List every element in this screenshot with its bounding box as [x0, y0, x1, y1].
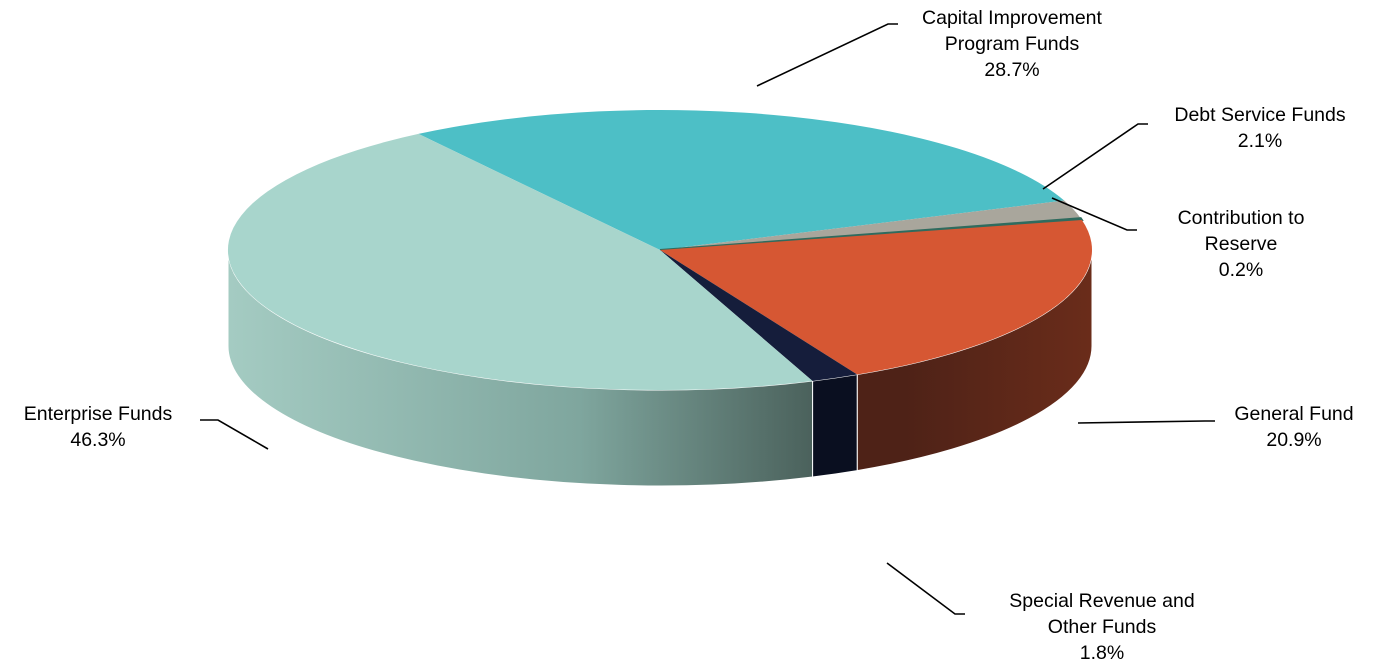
label-contribution-reserve-line1: Contribution to — [1177, 207, 1305, 229]
label-special-revenue-pct: 1.8% — [1079, 642, 1125, 664]
label-capital-improvement-line2: Program Funds — [944, 33, 1080, 55]
label-debt-service-pct: 2.1% — [1237, 130, 1283, 152]
label-contribution-reserve: Contribution to Reserve 0.2% — [1178, 205, 1305, 283]
label-capital-improvement-pct: 28.7% — [984, 59, 1040, 81]
pie-top-faces — [227, 109, 1092, 391]
label-contribution-reserve-line2: Reserve — [1204, 233, 1278, 255]
label-debt-service-line1: Debt Service Funds — [1174, 104, 1346, 126]
leader-line-contribution-reserve — [1051, 197, 1137, 231]
label-contribution-reserve-pct: 0.2% — [1218, 259, 1264, 281]
label-debt-service: Debt Service Funds 2.1% — [1174, 102, 1345, 154]
leader-line-special-revenue — [886, 562, 965, 615]
label-enterprise-funds: Enterprise Funds 46.3% — [24, 401, 173, 453]
label-capital-improvement-line1: Capital Improvement — [922, 7, 1102, 29]
label-special-revenue-line2: Other Funds — [1047, 616, 1157, 638]
slice-side-special-revenue — [812, 373, 858, 478]
slice-top-capital-improvement — [418, 109, 1065, 250]
slice-top-contribution-reserve — [659, 217, 1084, 251]
label-general-fund-pct: 20.9% — [1266, 429, 1322, 451]
label-capital-improvement: Capital Improvement Program Funds 28.7% — [922, 5, 1102, 83]
label-general-fund: General Fund 20.9% — [1234, 401, 1353, 453]
leader-line-general-fund — [1077, 420, 1215, 424]
label-general-fund-line1: General Fund — [1234, 403, 1354, 425]
slice-top-debt-service — [660, 200, 1081, 250]
slice-top-general-fund — [660, 219, 1092, 375]
label-enterprise-funds-pct: 46.3% — [70, 429, 126, 451]
leader-line-capital-improvement — [756, 23, 898, 87]
slice-top-special-revenue — [660, 250, 858, 381]
label-enterprise-funds-line1: Enterprise Funds — [23, 403, 173, 425]
label-special-revenue: Special Revenue and Other Funds 1.8% — [1009, 588, 1194, 666]
leader-line-debt-service — [1042, 123, 1148, 190]
label-special-revenue-line1: Special Revenue and — [1009, 590, 1195, 612]
slice-top-enterprise-funds — [227, 133, 813, 391]
leader-lines — [200, 23, 1215, 615]
leader-line-enterprise-funds — [200, 419, 269, 450]
